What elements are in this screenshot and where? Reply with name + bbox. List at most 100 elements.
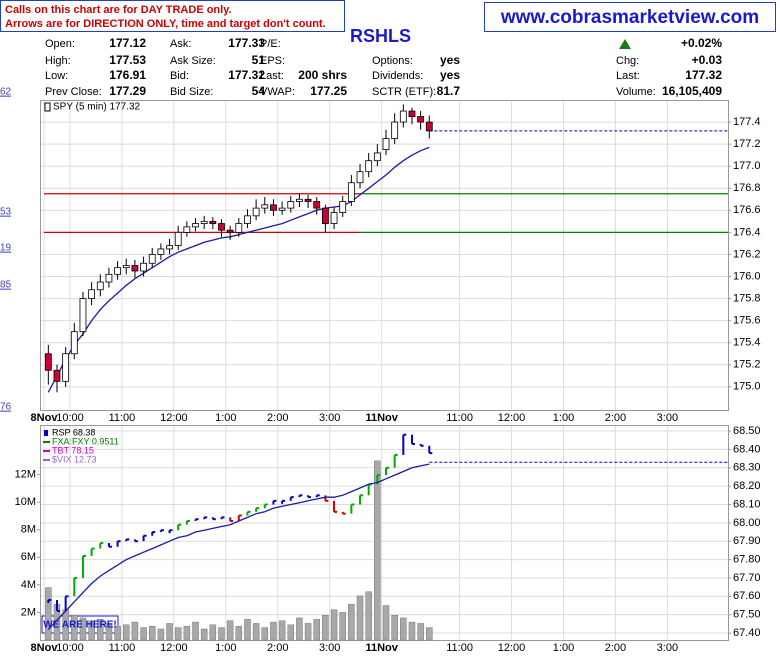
y-tick-label: 68.20 (733, 480, 761, 492)
legend-entry: SPY (5 min) 177.32 (53, 102, 141, 113)
volume-bar (97, 619, 104, 641)
x-tick-label: 3:00 (319, 412, 340, 424)
site-box (484, 2, 776, 32)
quote-label: Prev Close: (45, 86, 102, 98)
y-tick-label: 176.0 (733, 270, 761, 282)
quote-value: 177.32 (228, 68, 265, 82)
y-tick-label: 177.4 (733, 116, 761, 128)
x-tick-label: 2:00 (605, 642, 626, 654)
y-tick-label: 175.8 (733, 292, 761, 304)
x-tick-label: 10:00 (56, 642, 84, 654)
candle-body (408, 110, 416, 117)
volume-bar (131, 621, 139, 641)
candle-body (114, 267, 121, 275)
volume-bar (105, 623, 113, 641)
volume-bar (287, 624, 295, 641)
candle-body (148, 254, 156, 264)
quote-label: Open: (45, 38, 75, 50)
volume-bar (71, 614, 78, 641)
quote-label: Bid Size: (170, 86, 213, 98)
volume-bar (365, 591, 372, 641)
candle-body (373, 152, 381, 162)
x-tick-label: 8Nov (31, 412, 59, 424)
quote-value: yes (440, 53, 460, 67)
volume-bar (244, 619, 251, 641)
x-tick-label: 1:00 (215, 412, 236, 424)
volume-bar (148, 625, 156, 641)
y-tick-label: 68.10 (733, 498, 761, 510)
candle-body (399, 110, 407, 123)
candle-body (131, 265, 139, 272)
volume-bar (45, 587, 52, 641)
y-tick-label: 177.2 (733, 138, 761, 150)
x-tick-label: 11:00 (109, 642, 136, 654)
x-tick-label: 1:00 (553, 642, 574, 654)
x-tick-label: 10:00 (56, 412, 84, 424)
volume-bar (88, 620, 95, 641)
line-series (47, 463, 430, 630)
volume-bar (304, 623, 312, 641)
quote-value: 200 shrs (298, 68, 347, 82)
notice-box (0, 0, 345, 32)
annotation: WE ARE HERE! (43, 620, 117, 631)
volume-bar (322, 614, 329, 641)
quote-label: Options: (372, 55, 413, 67)
quote-label: Dividends: (372, 70, 423, 82)
candle-body (157, 248, 165, 255)
x-tick-label: 12:00 (160, 412, 188, 424)
symbol: RSHLS (350, 26, 411, 46)
quote-label: Bid: (170, 70, 189, 82)
candle-body (200, 220, 208, 224)
volume-bar (166, 623, 173, 641)
candle-body (183, 226, 191, 233)
y-tick-label: 175.6 (733, 315, 761, 327)
candle-body (391, 121, 399, 140)
volume-bar (183, 625, 191, 641)
x-tick-label: 2:00 (267, 412, 288, 424)
quote-label: EPS: (260, 55, 285, 67)
candle-body (417, 116, 425, 123)
y-tick-label: 67.40 (733, 627, 761, 639)
candle-body (235, 223, 243, 233)
candle-body (270, 204, 277, 211)
candle-body (313, 201, 321, 209)
x-tick-label: 2:00 (605, 412, 626, 424)
candle-body (44, 353, 52, 371)
quote-value: yes (440, 68, 460, 82)
candle-body (70, 331, 78, 355)
candle-body (88, 289, 96, 299)
x-tick-label: 12:00 (160, 642, 188, 654)
y-tick-label: 175.0 (733, 381, 761, 393)
quote-label: P/E: (260, 38, 281, 50)
volume-bar (261, 627, 269, 641)
left-axis-fragment: 19 (0, 243, 12, 254)
quote-label: Low: (45, 70, 68, 82)
y2-tick-label: 4M (21, 579, 36, 591)
y-tick-label: 176.6 (733, 204, 761, 216)
rsp-panel (40, 425, 729, 641)
candle-body (218, 223, 225, 231)
left-axis-fragment: 76 (0, 402, 12, 413)
y-tick-label: 177.0 (733, 160, 761, 172)
y2-tick-label: 8M (21, 524, 36, 536)
volume-bar (356, 595, 364, 641)
candle-body (174, 231, 182, 247)
volume-bar (296, 617, 303, 641)
volume-bar (374, 460, 381, 641)
volume-bar (252, 623, 260, 641)
volume-bar (348, 603, 355, 641)
quote-value: 177.53 (109, 53, 146, 67)
quote-value: +0.03 (692, 53, 723, 67)
quote-value: 16,105,409 (662, 84, 722, 98)
volume-bar (123, 624, 130, 641)
candle-body (296, 198, 303, 202)
y2-tick-label: 6M (21, 551, 36, 563)
volume-bar (313, 619, 320, 641)
candle-body (339, 201, 347, 213)
legend-entry: $VIX 12.73 (52, 454, 97, 464)
volume-bar (114, 625, 121, 641)
candle-body (62, 353, 70, 382)
legend-icon (44, 102, 51, 112)
